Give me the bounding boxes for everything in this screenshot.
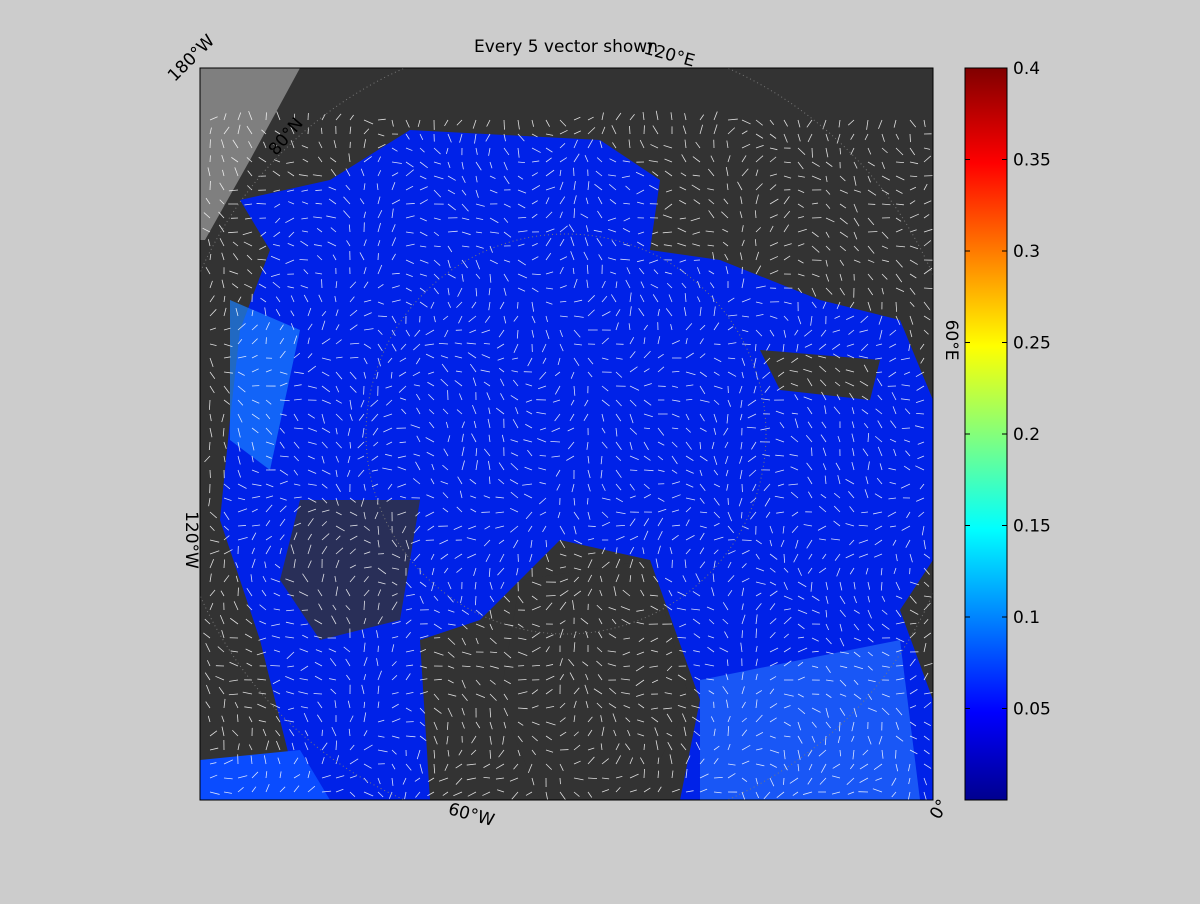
colorbar (965, 68, 1007, 800)
vector (540, 455, 546, 456)
vector (588, 526, 596, 527)
vector (644, 744, 645, 750)
vector (299, 259, 308, 260)
vector (266, 112, 267, 120)
vector (238, 525, 246, 526)
vector (756, 628, 757, 638)
lon-label: 60°W (446, 799, 497, 831)
vector (257, 203, 266, 204)
vector (518, 679, 527, 680)
vector (406, 203, 415, 204)
lon-label: 120°W (181, 511, 201, 569)
vector (839, 722, 840, 731)
map (166, 34, 966, 834)
colorbar-tick-label: 0.05 (1013, 700, 1051, 720)
vector (587, 498, 588, 504)
lon-label: 60°E (941, 320, 961, 361)
vector (364, 601, 365, 610)
vector (902, 428, 910, 429)
vector (742, 630, 743, 638)
vector (209, 400, 210, 410)
colorbar-tick-label: 0.4 (1013, 59, 1040, 79)
vector (812, 148, 813, 158)
colorbar-tick-label: 0.1 (1013, 608, 1040, 628)
vector (868, 231, 877, 232)
vector (504, 120, 505, 130)
colorbar-tick-label: 0.15 (1013, 517, 1051, 537)
colorbar-tick-label: 0.3 (1013, 242, 1040, 262)
vector (629, 126, 630, 134)
lon-label: 120°E (642, 39, 697, 72)
colorbar-tick-label: 0.35 (1013, 151, 1051, 171)
title: Every 5 vector shown (474, 37, 658, 57)
colorbar-tick-label: 0.2 (1013, 425, 1040, 445)
vector (224, 560, 225, 568)
colorbar-tick-label: 0.25 (1013, 334, 1051, 354)
vector (237, 714, 238, 722)
vector (783, 778, 784, 785)
vector (742, 540, 752, 541)
vector (270, 665, 280, 666)
vector (644, 769, 645, 778)
vector (910, 134, 911, 142)
